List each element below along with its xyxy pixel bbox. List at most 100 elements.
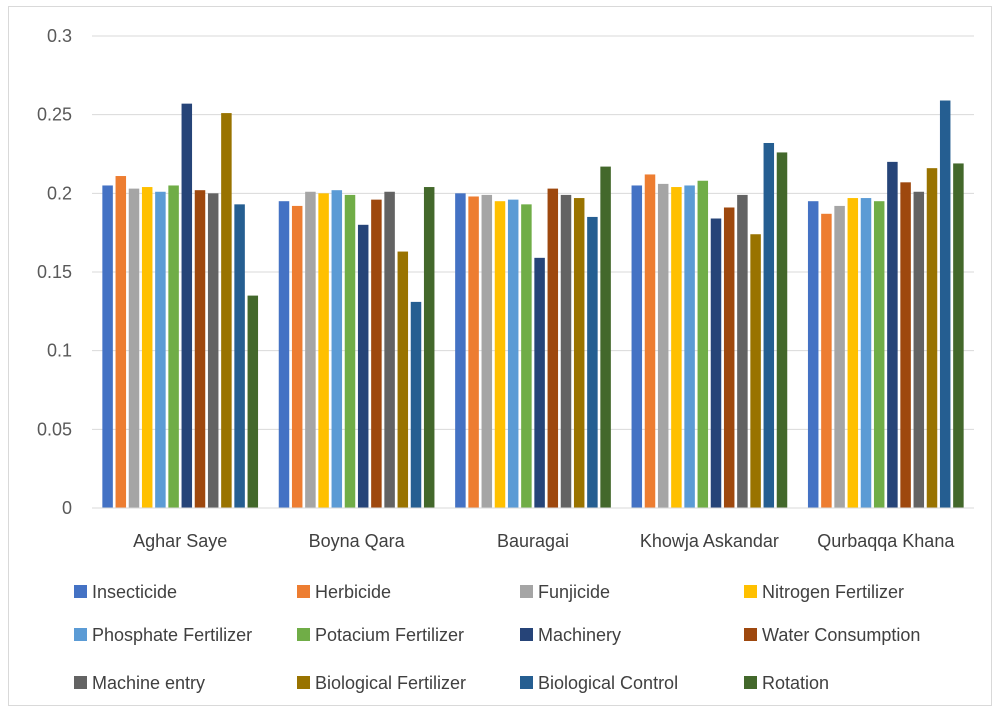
bar-phosphate-fertilizer [507,199,519,508]
legend-item: Water Consumption [744,625,920,645]
x-axis: Aghar Saye Boyna Qara Bauragai Khowja Askan… [92,507,974,551]
legend-label: Rotation [762,673,829,693]
bar-rotation [247,295,259,508]
legend-label: Water Consumption [762,625,920,645]
legend-swatch [744,676,757,689]
legend-swatch [74,628,87,641]
legend-swatch [520,676,533,689]
bar-nitrogen-fertilizer [671,187,682,509]
legend-swatch [74,585,87,598]
bar-water-consumption [194,190,206,508]
bar-phosphate-fertilizer [860,198,872,509]
bar-phosphate-fertilizer [155,191,166,508]
bar-nitrogen-fertilizer [141,187,153,509]
legend-item: Biological Fertilizer [297,673,466,693]
bar-herbicide [821,213,832,509]
bar-funjicide [657,183,669,508]
bars [102,100,964,509]
bar-herbicide [291,205,303,509]
bar-potacium-fertilizer [697,180,709,508]
bar-potacium-fertilizer [521,204,532,508]
legend-item: Rotation [744,673,829,693]
bar-biological-fertilizer [573,198,585,509]
bar-biological-fertilizer [926,168,938,508]
legend-item: Machine entry [74,673,205,693]
bar-water-consumption [547,188,559,509]
legend-label: Biological Fertilizer [315,673,466,693]
bar-potacium-fertilizer [168,185,179,508]
y-tick-label: 0.15 [37,262,72,282]
legend-swatch [297,676,310,689]
bar-funjicide [834,205,845,509]
bar-nitrogen-fertilizer [847,198,859,509]
y-tick-label: 0.1 [47,341,72,361]
bar-rotation [423,187,435,509]
bar-funjicide [481,194,493,508]
bar-nitrogen-fertilizer [318,193,329,508]
legend-swatch [520,585,533,598]
legend-label: Potacium Fertilizer [315,625,464,645]
legend-label: Phosphate Fertilizer [92,625,252,645]
legend-swatch [74,676,87,689]
bar-nitrogen-fertilizer [494,201,506,508]
bar-biological-fertilizer [397,251,409,509]
bar-machinery [357,224,369,509]
bar-biological-fertilizer [750,234,761,509]
bar-insecticide [102,185,113,508]
bar-herbicide [115,176,127,508]
bar-rotation [953,163,964,508]
legend-label: Funjicide [538,582,610,602]
bar-machine-entry [207,193,219,508]
y-axis-ticks: 0 0.05 0.1 0.15 0.2 0.25 0.3 [37,26,72,518]
legend-label: Insecticide [92,582,177,602]
bar-water-consumption [371,199,382,508]
bar-rotation [600,166,611,508]
bar-insecticide [631,185,643,508]
bar-insecticide [807,201,819,508]
bar-herbicide [468,196,479,509]
bar-insecticide [455,193,466,508]
legend-item: Insecticide [74,582,177,602]
bar-biological-control [763,142,775,509]
bar-machine-entry [913,191,925,508]
bar-machinery [710,218,722,508]
legend-item: Funjicide [520,582,610,602]
bar-machine-entry [384,191,395,508]
legend-swatch [744,585,757,598]
legend-label: Nitrogen Fertilizer [762,582,904,602]
legend-label: Biological Control [538,673,678,693]
bar-funjicide [305,191,316,508]
x-category-label: Boyna Qara [309,531,406,551]
legend-swatch [744,628,757,641]
bar-water-consumption [723,207,735,509]
x-category-label: Aghar Saye [133,531,227,551]
y-tick-label: 0 [62,498,72,518]
bar-machinery [534,257,545,508]
bar-biological-control [234,204,245,508]
legend: Insecticide Herbicide Funjicide Nitrogen Fe… [74,582,920,693]
legend-item: Machinery [520,625,621,645]
y-tick-label: 0.05 [37,419,72,439]
bar-funjicide [128,188,140,509]
bar-biological-fertilizer [221,113,232,508]
legend-swatch [520,628,533,641]
bar-biological-control [939,100,951,508]
legend-item: Herbicide [297,582,391,602]
legend-label: Machine entry [92,673,205,693]
legend-swatch [297,585,310,598]
bar-potacium-fertilizer [873,201,885,508]
bar-phosphate-fertilizer [331,190,343,508]
bar-herbicide [644,174,656,508]
legend-item: Potacium Fertilizer [297,625,464,645]
x-category-label: Khowja Askandar [640,531,779,551]
bar-machine-entry [737,194,748,508]
legend-item: Biological Control [520,673,678,693]
bar-machinery [181,103,193,509]
bar-water-consumption [900,182,911,508]
bar-biological-control [587,216,598,508]
y-tick-label: 0.25 [37,105,72,125]
x-category-label: Bauragai [497,531,569,551]
bar-potacium-fertilizer [344,194,356,508]
legend-item: Phosphate Fertilizer [74,625,252,645]
